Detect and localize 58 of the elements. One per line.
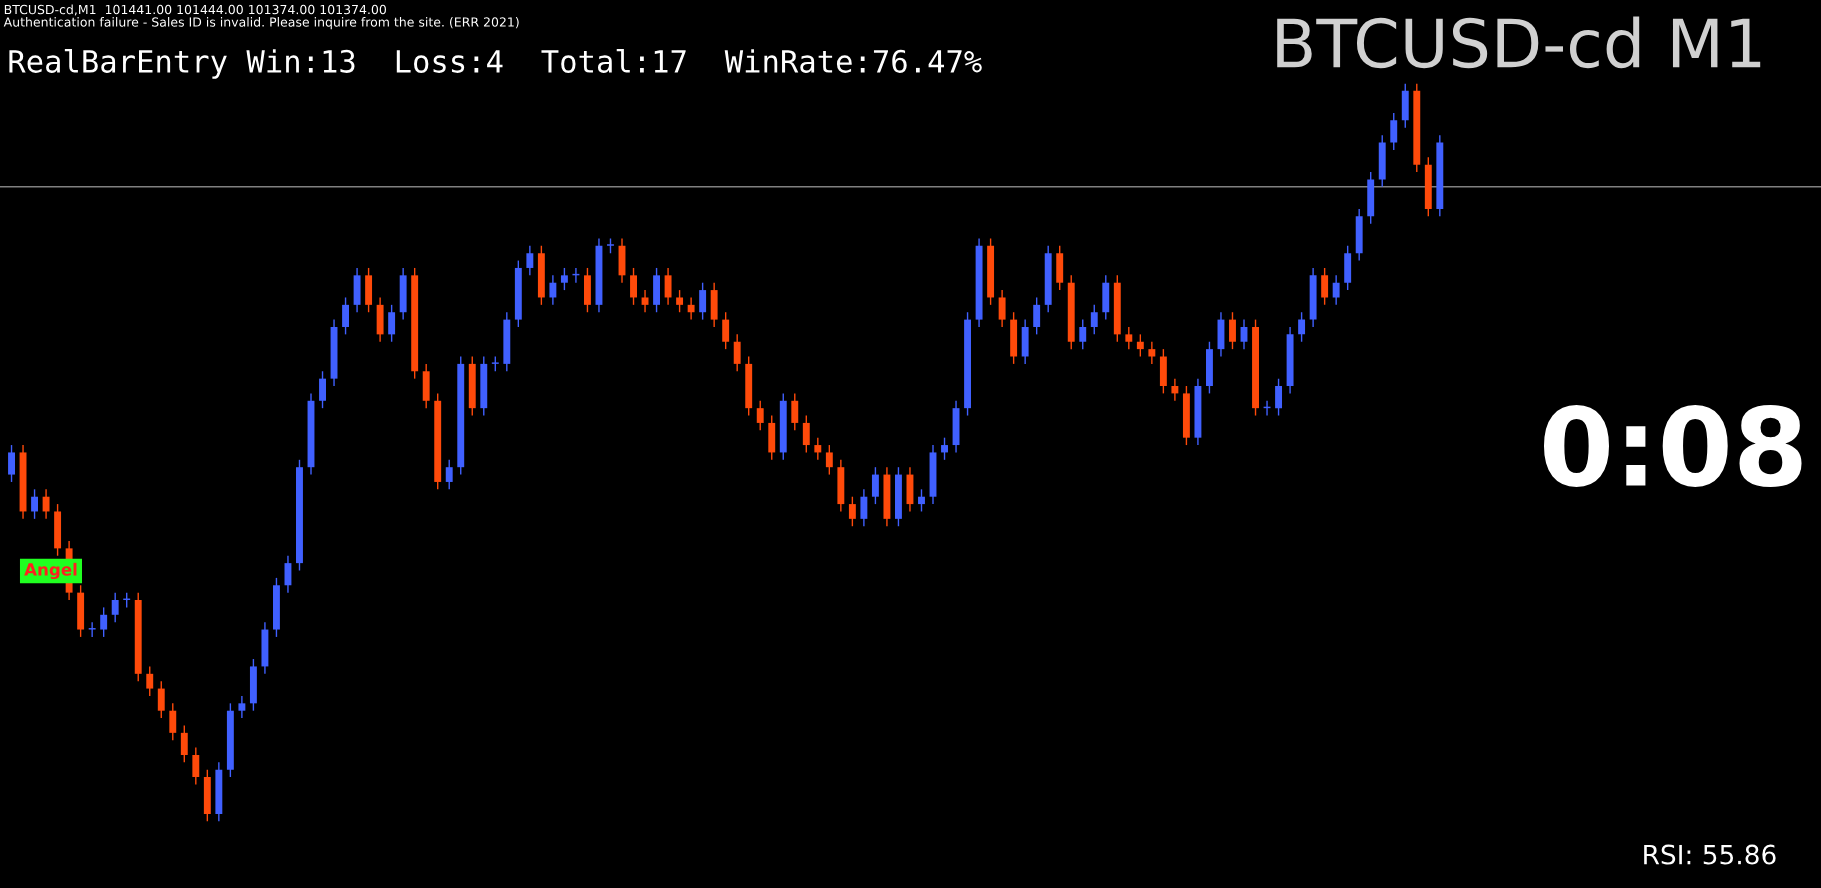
candlestick bbox=[31, 488, 39, 520]
candlestick bbox=[1033, 296, 1041, 336]
candlestick bbox=[630, 267, 637, 306]
chart-title: BTCUSD-cd M1 bbox=[1277, 16, 1761, 69]
candlestick bbox=[146, 665, 154, 697]
candlestick bbox=[825, 444, 833, 476]
candlestick bbox=[1148, 341, 1156, 365]
text: BTCUSD-cd,M1 101441.00 101444.00 101374.00 101374.00 bbox=[4, 4, 387, 16]
candlestick bbox=[641, 289, 649, 313]
candlestick bbox=[111, 591, 119, 623]
candlestick bbox=[1298, 311, 1306, 343]
candlestick bbox=[42, 488, 50, 520]
candlestick bbox=[802, 414, 810, 454]
text: Authentication failure - Sales ID is invalid. Please inquire from the site. (ERR 2021) bbox=[3, 17, 519, 30]
candlestick bbox=[722, 311, 730, 350]
candlestick bbox=[169, 702, 177, 741]
candlestick bbox=[1275, 377, 1283, 417]
candlestick bbox=[676, 289, 684, 313]
candlestick bbox=[1390, 112, 1398, 151]
candlestick bbox=[560, 267, 568, 291]
candlestick bbox=[526, 245, 534, 277]
candlestick bbox=[814, 436, 822, 461]
chart-subtitle: RealBarEntry Win:13 Loss:4 Total:17 WinRate:76.47% bbox=[9, 49, 982, 79]
annotation: Angel bbox=[24, 562, 77, 580]
text: 0:08 bbox=[1543, 405, 1802, 487]
candlestick bbox=[699, 282, 707, 321]
candlestick bbox=[388, 304, 396, 343]
candlestick bbox=[1171, 377, 1179, 402]
candlestick bbox=[918, 488, 925, 513]
candlestick bbox=[192, 746, 200, 786]
candlestick bbox=[941, 436, 948, 461]
candlestick bbox=[445, 459, 453, 491]
candlestick bbox=[1229, 311, 1236, 350]
candlestick bbox=[88, 621, 96, 638]
candlestick bbox=[998, 289, 1006, 328]
candlestick bbox=[1090, 304, 1098, 336]
candlestick bbox=[238, 695, 246, 719]
candlestick bbox=[871, 466, 879, 505]
candlestick bbox=[157, 680, 165, 719]
text: RSI: 55.86 bbox=[1644, 844, 1776, 865]
candlestick bbox=[791, 392, 799, 431]
candlestick bbox=[342, 296, 350, 336]
candlestick bbox=[1321, 267, 1329, 306]
candlestick bbox=[8, 444, 15, 483]
candlestick bbox=[1332, 274, 1340, 306]
candlestick bbox=[1079, 318, 1087, 350]
candlestick bbox=[100, 606, 108, 638]
candlestick bbox=[1136, 333, 1144, 358]
candlestick bbox=[860, 488, 868, 527]
candlestick bbox=[319, 370, 326, 409]
candlestick bbox=[1125, 326, 1133, 350]
candlestick bbox=[180, 724, 188, 764]
candlestick bbox=[848, 496, 856, 527]
candlestick bbox=[733, 333, 741, 372]
candlestick bbox=[756, 400, 764, 431]
candlestick bbox=[687, 296, 695, 321]
candlestick bbox=[664, 267, 672, 306]
candlestick bbox=[549, 274, 557, 306]
